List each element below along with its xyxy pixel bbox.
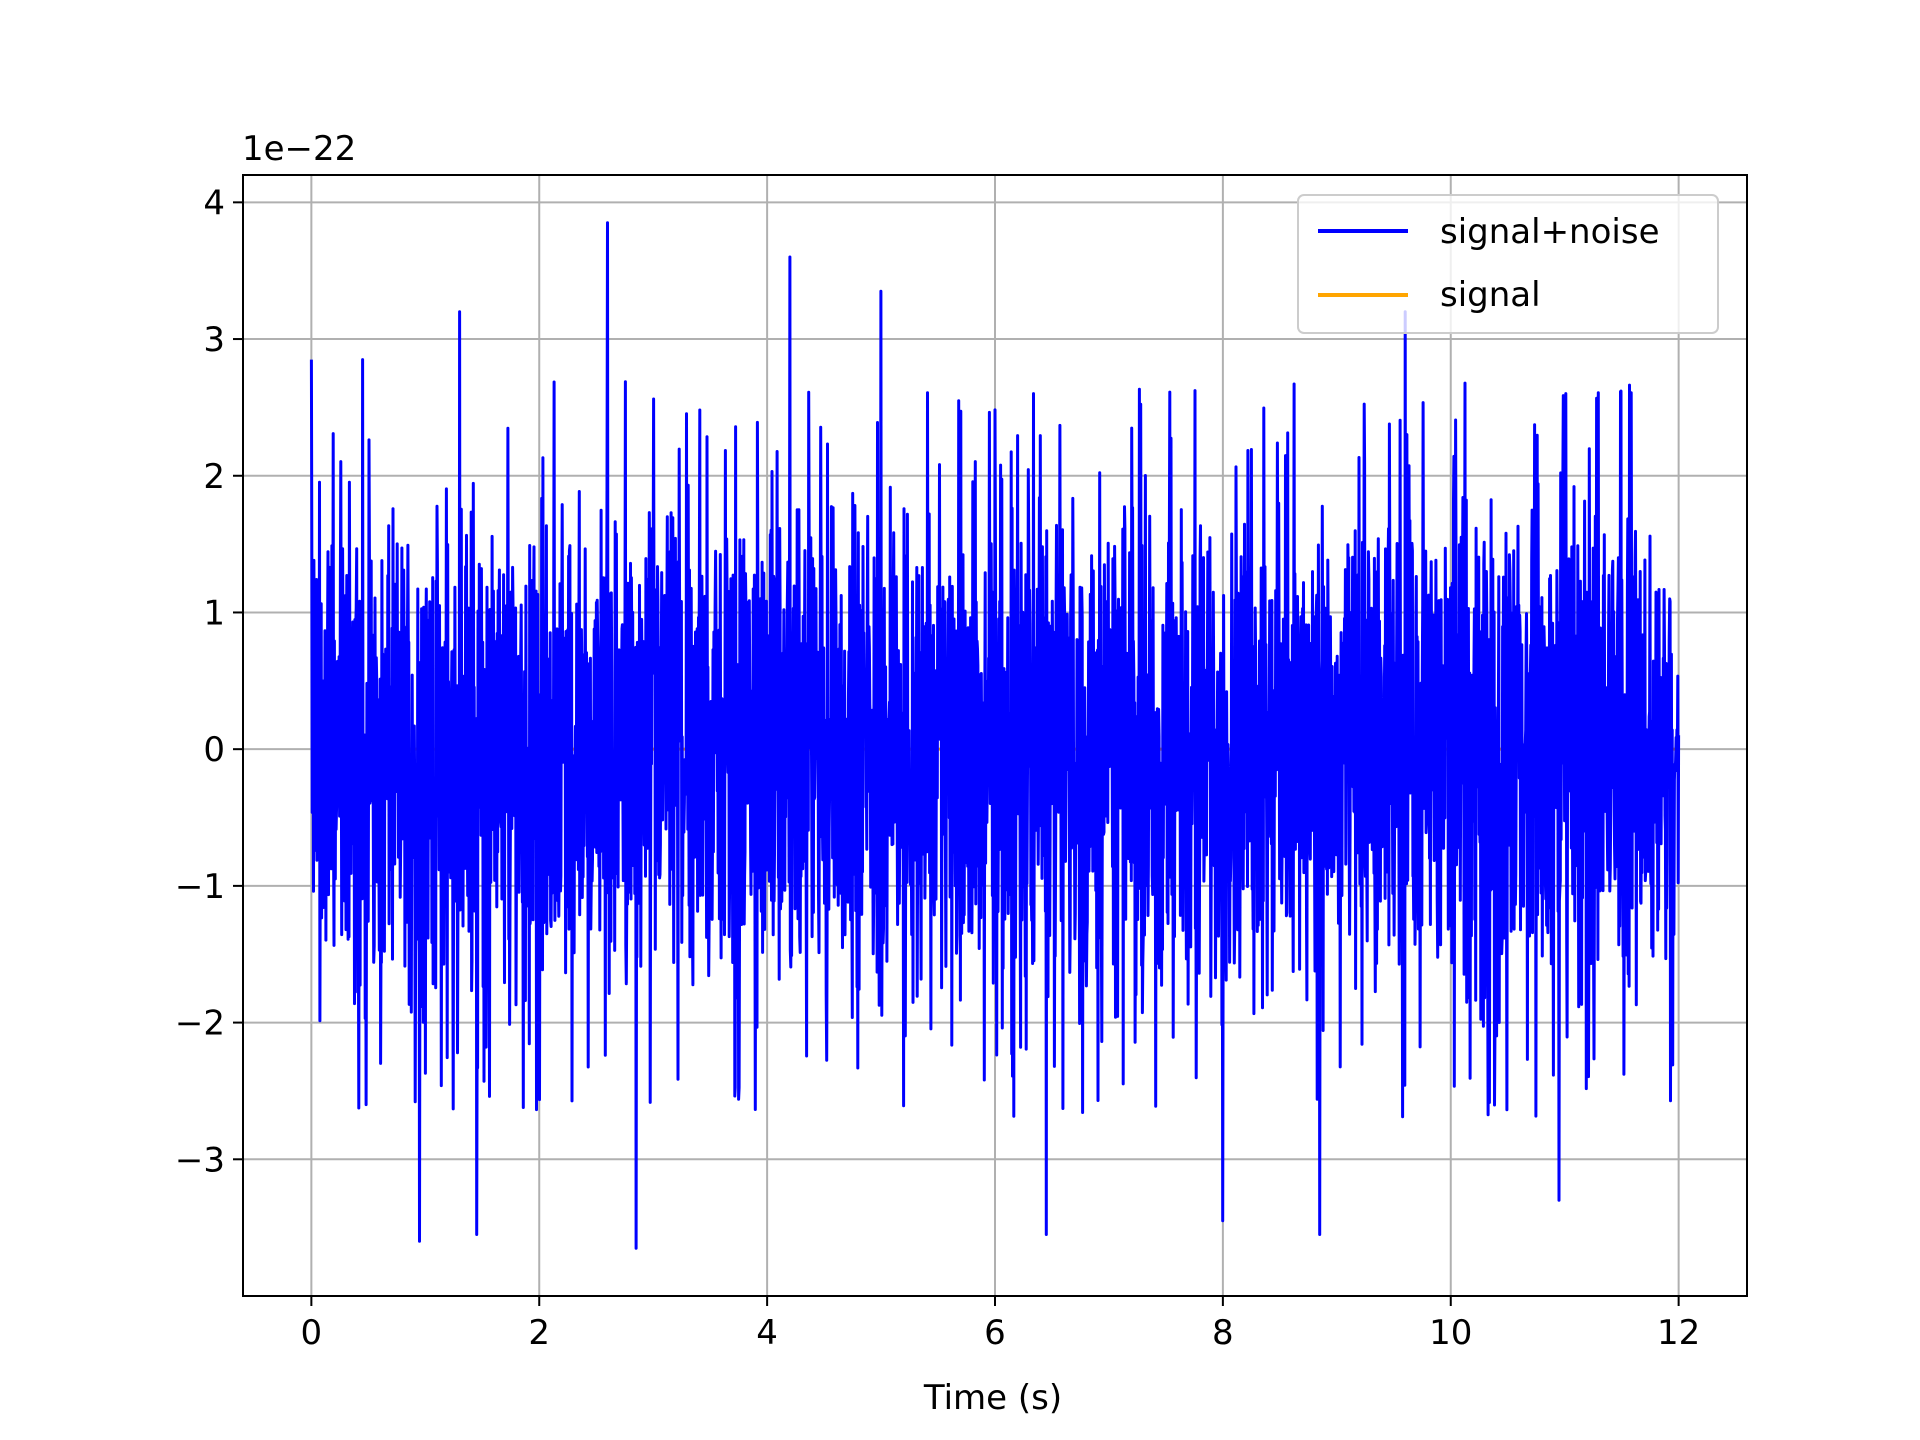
x-tick-label: 2 <box>528 1313 550 1353</box>
y-offset-label: 1e−22 <box>242 129 356 169</box>
legend-label-signal: signal <box>1440 275 1541 315</box>
y-tick-label: −3 <box>175 1140 225 1180</box>
x-tick-label: 8 <box>1212 1313 1234 1353</box>
signal-noise-trace <box>309 221 1681 1250</box>
y-tick-label: 3 <box>203 320 225 360</box>
y-tick-label: −1 <box>175 867 225 907</box>
x-tick-label: 0 <box>301 1313 323 1353</box>
x-tick-label: 10 <box>1429 1313 1472 1353</box>
x-tick-label: 6 <box>984 1313 1006 1353</box>
legend: signal+noise signal <box>1297 194 1719 334</box>
y-tick-label: 1 <box>203 593 225 633</box>
legend-label-signal-noise: signal+noise <box>1440 212 1660 252</box>
y-tick-label: −2 <box>175 1004 225 1044</box>
y-tick-label: 0 <box>203 730 225 770</box>
x-axis-ticks: 0 2 4 6 8 10 12 <box>301 1296 1700 1353</box>
x-axis-label: Time (s) <box>923 1378 1062 1418</box>
y-tick-label: 2 <box>203 457 225 497</box>
x-tick-label: 4 <box>756 1313 778 1353</box>
y-tick-label: 4 <box>203 183 225 223</box>
y-axis-ticks: −3 −2 −1 0 1 2 3 4 <box>175 183 243 1180</box>
signal-noise-line-series <box>309 221 1681 1250</box>
x-tick-label: 12 <box>1657 1313 1700 1353</box>
